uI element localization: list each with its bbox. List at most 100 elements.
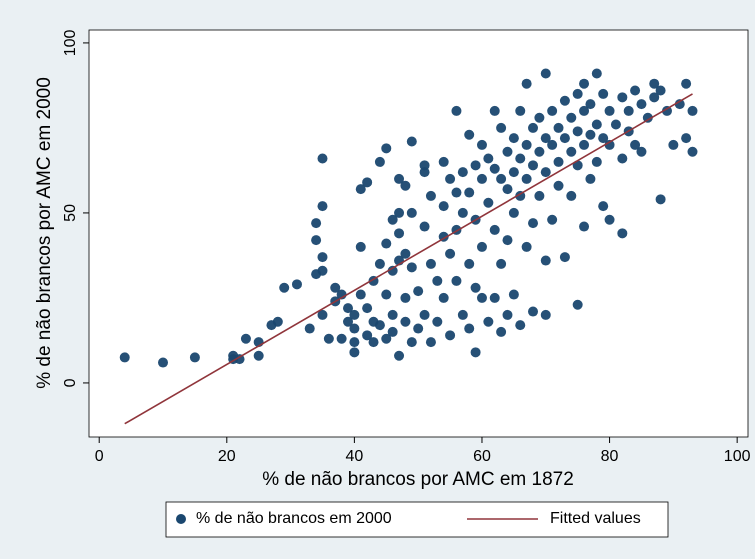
point [521,241,532,252]
point [336,333,347,344]
point [540,167,551,178]
point [387,214,398,225]
point [515,153,526,164]
point [566,190,577,201]
point [553,156,564,167]
point [598,133,609,144]
point [343,303,354,314]
point [387,265,398,276]
point [521,139,532,150]
point [617,92,628,103]
legend-label: % de não brancos em 2000 [196,510,392,527]
point [502,146,513,157]
point [553,180,564,191]
point [630,139,641,150]
point [381,143,392,154]
point [528,306,539,317]
point [540,255,551,266]
point [291,279,302,290]
point [349,309,360,320]
point [381,238,392,249]
point [617,153,628,164]
point [585,99,596,110]
point [394,207,405,218]
y-tick-label: 0 [62,378,79,387]
point [451,105,462,116]
point [400,292,411,303]
point [476,139,487,150]
point [311,218,322,229]
point [362,303,373,314]
plot-area [88,29,749,438]
point [604,139,615,150]
point [585,173,596,184]
point [343,316,354,327]
y-tick-label: 50 [62,204,79,222]
point [425,337,436,348]
point [374,156,385,167]
point [189,352,200,363]
point [668,139,679,150]
point [687,146,698,157]
point [470,160,481,171]
point [572,88,583,99]
point [272,316,283,327]
fitted-line [124,93,693,425]
point [489,224,500,235]
point [387,326,398,337]
point [464,129,475,140]
point [604,214,615,225]
point [464,323,475,334]
point [355,184,366,195]
point [502,309,513,320]
point [279,282,290,293]
point [406,207,417,218]
point [508,167,519,178]
point [253,350,264,361]
y-axis-title: % de não brancos por AMC em 2000 [34,77,55,389]
point [425,190,436,201]
point [483,197,494,208]
x-tick-label: 0 [95,448,104,465]
point [413,323,424,334]
point [674,99,685,110]
point [317,153,328,164]
point [598,88,609,99]
point [476,292,487,303]
point [489,105,500,116]
point [515,320,526,331]
point [655,194,666,205]
point [496,258,507,269]
x-tick-label: 40 [345,448,363,465]
point [687,105,698,116]
point [381,289,392,300]
point [579,139,590,150]
point [534,146,545,157]
point [579,105,590,116]
point [400,248,411,259]
point [681,78,692,89]
point [323,333,334,344]
point [438,292,449,303]
point [464,258,475,269]
y-tick-label: 100 [62,29,79,56]
point [610,119,621,130]
legend [165,501,669,538]
point [528,218,539,229]
point [521,173,532,184]
point [642,112,653,123]
point [553,122,564,133]
point [438,201,449,212]
point [451,187,462,198]
point [572,299,583,310]
point [566,112,577,123]
point [630,85,641,96]
point [655,85,666,96]
point [547,105,558,116]
point [362,330,373,341]
x-tick-label: 60 [473,448,491,465]
point [496,122,507,133]
point [400,180,411,191]
point [476,241,487,252]
